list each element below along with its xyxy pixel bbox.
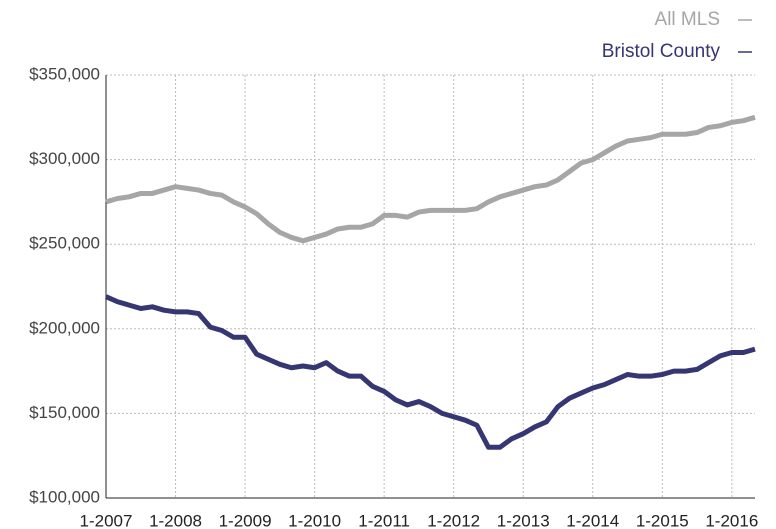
legend-label: All MLS bbox=[655, 9, 720, 30]
x-tick-label: 1-2013 bbox=[497, 511, 550, 529]
legend-label: Bristol County bbox=[602, 41, 721, 62]
x-tick-label: 1-2016 bbox=[705, 511, 758, 529]
y-tick-label: $250,000 bbox=[29, 234, 100, 253]
y-tick-label: $150,000 bbox=[29, 403, 100, 422]
y-tick-label: $350,000 bbox=[29, 64, 100, 83]
x-tick-label: 1-2010 bbox=[288, 511, 341, 529]
x-tick-label: 1-2014 bbox=[566, 511, 619, 529]
x-tick-label: 1-2011 bbox=[358, 511, 410, 529]
x-tick-label: 1-2009 bbox=[219, 511, 272, 529]
line-series bbox=[104, 294, 756, 450]
y-tick-label: $200,000 bbox=[29, 318, 100, 337]
x-tick-label: 1-2007 bbox=[80, 511, 133, 529]
y-tick-label: $300,000 bbox=[29, 149, 100, 168]
x-tick-label: 1-2008 bbox=[149, 511, 202, 529]
line-series bbox=[105, 114, 756, 244]
x-tick-label: 1-2015 bbox=[636, 511, 689, 529]
y-tick-label: $100,000 bbox=[29, 487, 100, 506]
x-tick-label: 1-2012 bbox=[427, 511, 480, 529]
